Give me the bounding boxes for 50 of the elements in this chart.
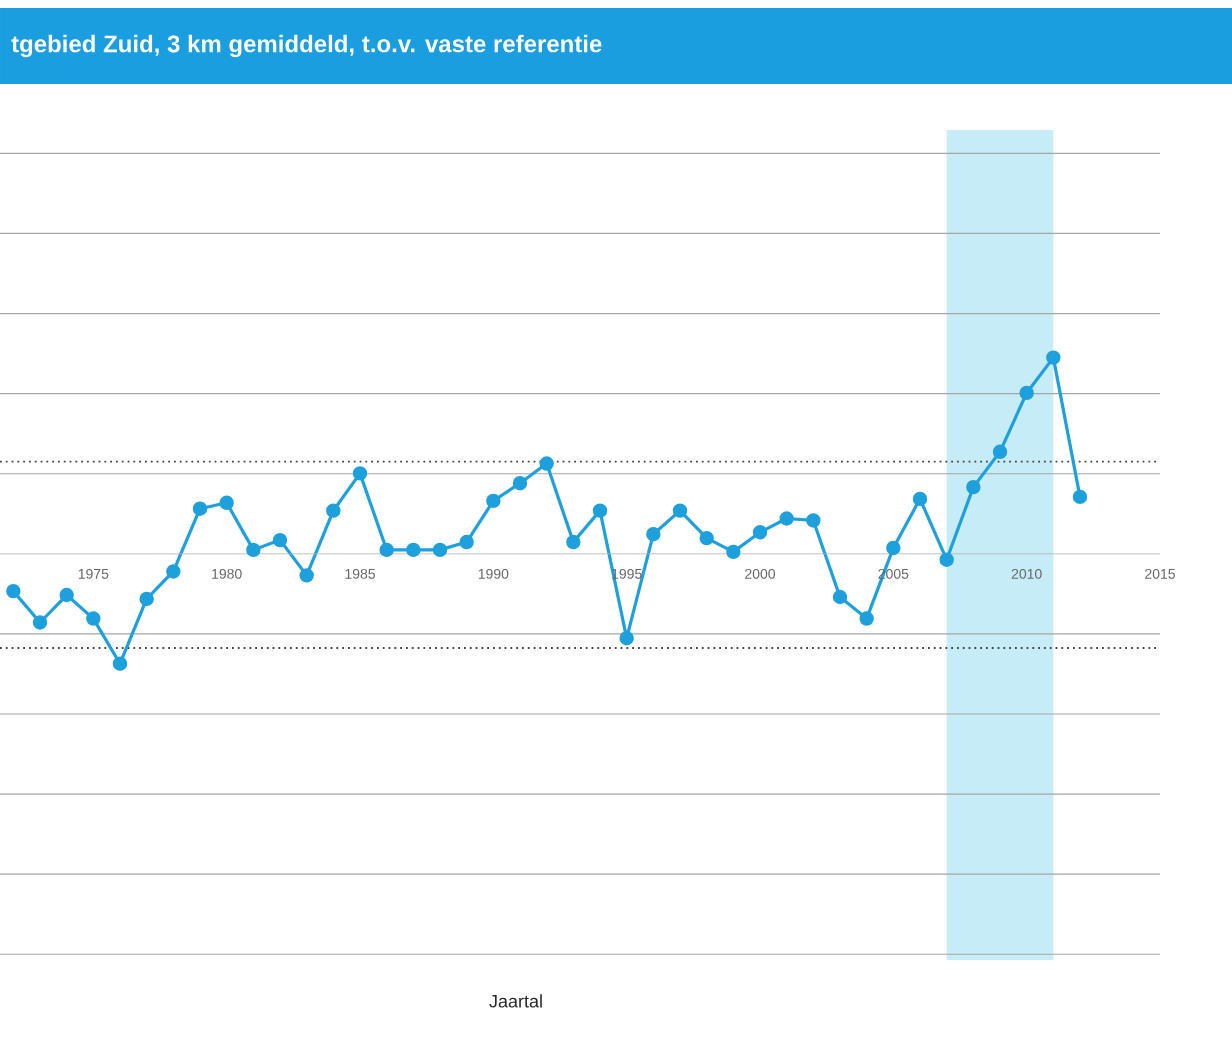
point bbox=[86, 611, 101, 626]
point bbox=[752, 525, 768, 540]
x-tick-label: 1980 bbox=[212, 568, 242, 579]
point bbox=[112, 656, 128, 671]
point bbox=[139, 591, 154, 607]
point bbox=[646, 527, 661, 542]
point bbox=[246, 542, 261, 558]
point bbox=[326, 503, 341, 518]
point bbox=[1046, 350, 1061, 365]
point bbox=[539, 456, 554, 471]
point bbox=[432, 542, 448, 558]
point bbox=[592, 503, 608, 518]
point bbox=[566, 534, 581, 550]
point bbox=[6, 583, 21, 599]
x-tick-label: 2010 bbox=[1011, 568, 1042, 579]
point bbox=[486, 493, 501, 509]
point bbox=[406, 542, 421, 558]
point bbox=[352, 466, 368, 481]
point bbox=[272, 532, 288, 548]
point bbox=[992, 444, 1008, 459]
point bbox=[779, 511, 794, 526]
point bbox=[699, 530, 714, 546]
text: Jaartal bbox=[489, 994, 542, 1008]
point bbox=[59, 587, 74, 603]
x-tick-label: 2015 bbox=[1145, 568, 1175, 579]
point bbox=[672, 503, 688, 518]
point bbox=[939, 552, 954, 567]
point bbox=[32, 615, 48, 630]
point bbox=[619, 631, 634, 646]
point bbox=[1019, 385, 1034, 401]
point bbox=[859, 611, 874, 626]
point bbox=[192, 501, 208, 516]
point bbox=[379, 542, 394, 558]
x-tick-label: 1985 bbox=[345, 568, 375, 579]
point bbox=[219, 495, 234, 511]
x-tick-label: 2000 bbox=[745, 568, 776, 579]
chart-title: tgebied Zuid, 3 km gemiddeld, t.o.v. vaste referentie bbox=[11, 34, 602, 58]
point bbox=[886, 540, 901, 556]
point bbox=[1072, 489, 1088, 505]
x-tick-label: 1990 bbox=[478, 568, 509, 579]
x-tick-label: 1975 bbox=[78, 568, 109, 579]
point bbox=[512, 475, 528, 491]
point bbox=[912, 491, 928, 507]
point bbox=[166, 564, 181, 579]
point bbox=[726, 544, 741, 560]
point bbox=[459, 534, 474, 550]
point bbox=[806, 513, 821, 528]
point bbox=[966, 479, 981, 495]
point bbox=[299, 568, 314, 583]
point bbox=[832, 589, 848, 605]
